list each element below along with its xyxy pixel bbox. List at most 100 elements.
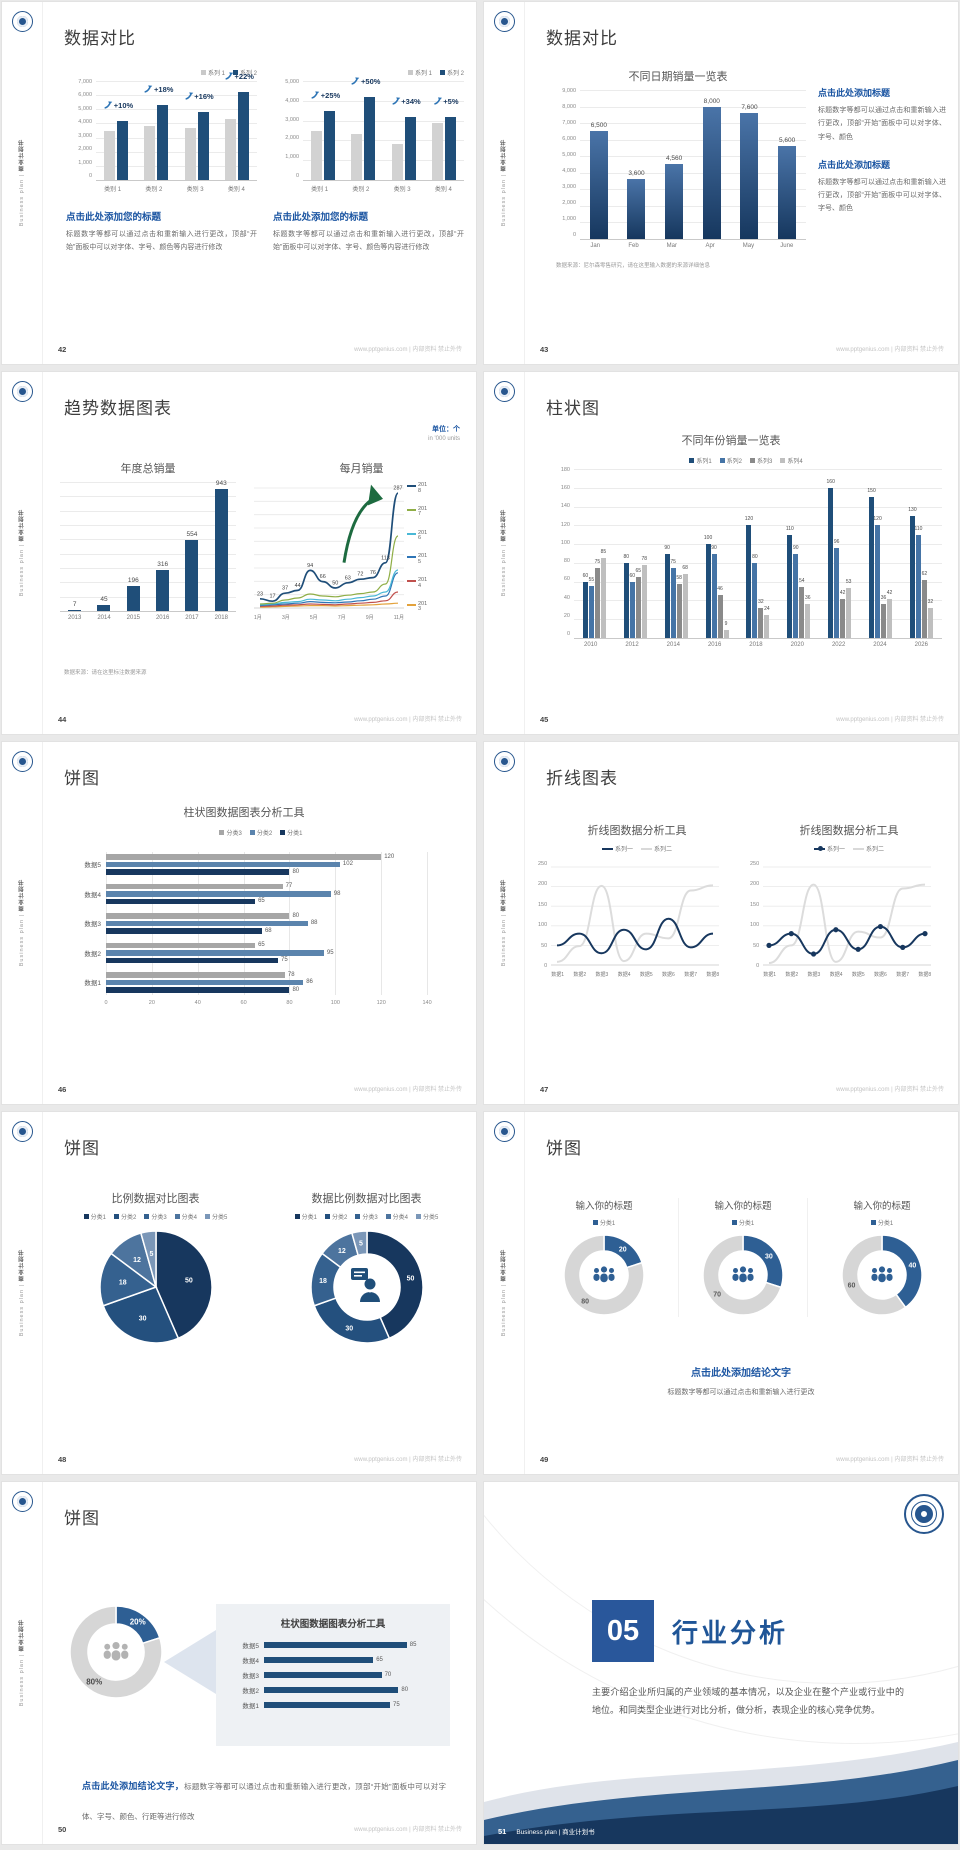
page-number: 46 [58, 1085, 67, 1094]
bar-group: 5,600 [778, 90, 797, 239]
bar: 80 [106, 987, 299, 993]
bar-row: 数据4 77 98 65 [72, 882, 450, 907]
trend-arrow-icon [311, 91, 320, 99]
grid-line [303, 160, 464, 162]
grid-line [303, 140, 464, 142]
bar: 62 [922, 571, 927, 638]
side-label: Business plan | 商业计划书 [19, 1249, 25, 1337]
plot-area: 6,500 3,600 4,560 8,000 7,600 5,600 [580, 90, 806, 240]
bar: 32 [928, 599, 933, 638]
legend-item: 系列 1 [200, 68, 225, 77]
legend: 分类1 [540, 1218, 668, 1227]
bar-value: 70 [384, 1672, 392, 1678]
brand-logo-icon [12, 11, 33, 32]
row-label: 数据2 [84, 950, 101, 958]
legend-item: 2015 [407, 553, 429, 565]
row-label: 数据3 [242, 1673, 259, 1680]
slice-label: 40 [909, 1263, 917, 1270]
percent-annotation: +50% [351, 77, 380, 86]
bar-group: 110 90 54 36 [786, 469, 811, 638]
bar [404, 116, 416, 180]
legend: 系列一 系列二 [750, 844, 948, 853]
legend: 分类1 [679, 1218, 807, 1227]
unit-label: 单位：个 [432, 426, 460, 433]
pie-slice [312, 1297, 390, 1344]
slice-label: 5 [358, 1240, 362, 1247]
series-line [259, 492, 399, 603]
page-title: 折线图表 [546, 769, 618, 788]
percent-annotation: +5% [433, 97, 459, 106]
legend-item: 系列1 [689, 456, 712, 465]
legend-item: 分类5 [205, 1212, 227, 1221]
slice-label: 30 [345, 1325, 353, 1332]
data-point [900, 944, 906, 950]
plot-area: 7 45 196 316 554 943 [60, 480, 236, 612]
bar-group: 80 60 65 78 [624, 469, 647, 638]
grid-line [580, 139, 806, 141]
bar-group: 4,560 [665, 90, 684, 239]
legend-item: 2016 [407, 530, 429, 542]
bar [157, 105, 169, 180]
donut-panel: 输入你的标题 分类1 40 60 [818, 1198, 946, 1317]
line-plot [551, 866, 720, 966]
grid-line [60, 496, 236, 498]
bar-group: 60 55 75 85 [583, 469, 606, 638]
grid-line [580, 123, 806, 125]
legend-item: 系列 2 [439, 68, 464, 77]
page-title: 饼图 [64, 1509, 100, 1528]
bar-group: 100 90 46 9 [704, 469, 729, 638]
bar-value: 85 [409, 1642, 417, 1648]
data-point [833, 927, 839, 933]
page-number: 49 [540, 1455, 549, 1464]
slide-49: Business plan | 商业计划书 饼图 输入你的标题 分类1 20 80… [484, 1112, 958, 1474]
side-strip: Business plan | 商业计划书 [484, 1112, 525, 1474]
y-axis: 7,000 6,000 5,000 4,000 3,000 2,000 1,000 0 [78, 79, 92, 179]
panel-bar-chart: 数据5 85 数据4 65 数据3 70 数据2 80 数据1 75 [234, 1640, 432, 1710]
bar: 75 [106, 957, 288, 963]
slice-label: 30 [138, 1315, 146, 1322]
grid-line [303, 81, 464, 82]
page-title: 饼图 [546, 1139, 582, 1158]
grid-line [96, 123, 257, 125]
bar: 4,560 [665, 155, 684, 239]
grid-line [580, 156, 806, 158]
slice-label: 80% [86, 1677, 102, 1686]
slide-43: Business plan | 商业计划书 数据对比 不同日期销量一览表 9,0… [484, 2, 958, 364]
y-axis: 5,000 4,000 3,000 2,000 1,000 0 [285, 79, 299, 179]
legend-item: 系列4 [780, 456, 803, 465]
people-icon [871, 1266, 893, 1283]
grid-line [96, 95, 257, 97]
percent-annotation: +10% [104, 101, 133, 110]
grid-line [60, 553, 236, 555]
chart-title: 比例数据对比图表 [111, 1193, 200, 1205]
chart-title: 数据比例数据对比图表 [311, 1193, 422, 1205]
bar-group: 130 110 62 32 [908, 469, 933, 638]
bar-group: 8,000 [702, 90, 721, 239]
plot-area: +10% +18% +16% +22% [96, 72, 257, 181]
page-title: 饼图 [64, 1139, 100, 1158]
percent-annotation: +25% [311, 91, 340, 100]
bar [391, 144, 403, 180]
series-line [769, 925, 926, 956]
people-icon [593, 1266, 615, 1283]
grid-line [574, 619, 942, 621]
slide-44: Business plan | 商业计划书 趋势数据图表 单位：个 in '00… [2, 372, 476, 734]
bar: 85 [264, 1642, 416, 1648]
grid-line [96, 109, 257, 111]
series-line [557, 884, 714, 963]
pie-plot: 20% 80% [69, 1605, 163, 1699]
x-axis: 类别 1 类别 2 类别 3 类别 4 [104, 187, 245, 193]
pie-slice [101, 1286, 179, 1344]
legend-item: 分类3 [355, 1212, 378, 1221]
line-plot: 23 17 37 44 94 66 50 63 72 76 113 287 [254, 484, 404, 609]
bar-group: +18% [144, 81, 173, 180]
block-heading: 点击此处添加标题 [818, 159, 891, 170]
bar: 7 [68, 601, 82, 611]
bar: 5,600 [778, 137, 797, 239]
percent-annotation: +34% [391, 97, 421, 106]
page-title: 数据对比 [64, 29, 136, 48]
bar: 42 [887, 590, 892, 638]
bar-group: +50% [351, 77, 380, 180]
block-body: 标题数字等都可以通过点击和重新输入进行更改，顶部“开始”面板中可以对字体、字号、… [273, 231, 464, 252]
